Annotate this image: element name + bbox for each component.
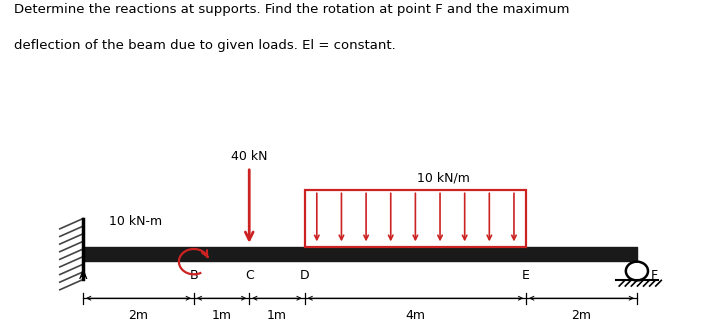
Text: A: A xyxy=(78,269,87,282)
Text: 1m: 1m xyxy=(212,308,232,321)
Text: 10 kN-m: 10 kN-m xyxy=(109,215,162,228)
Text: 1m: 1m xyxy=(267,308,287,321)
Text: 10 kN/m: 10 kN/m xyxy=(417,172,469,185)
Bar xyxy=(305,191,526,247)
Text: B: B xyxy=(189,269,198,282)
Text: C: C xyxy=(245,269,253,282)
Text: F: F xyxy=(651,269,658,282)
Text: deflection of the beam due to given loads. El = constant.: deflection of the beam due to given load… xyxy=(14,39,396,52)
Text: E: E xyxy=(522,269,530,282)
Text: D: D xyxy=(300,269,310,282)
Text: 4m: 4m xyxy=(405,308,426,321)
Text: Determine the reactions at supports. Find the rotation at point F and the maximu: Determine the reactions at supports. Fin… xyxy=(14,3,570,16)
Text: 40 kN: 40 kN xyxy=(231,150,268,163)
Text: 2m: 2m xyxy=(128,308,148,321)
Text: 2m: 2m xyxy=(572,308,592,321)
